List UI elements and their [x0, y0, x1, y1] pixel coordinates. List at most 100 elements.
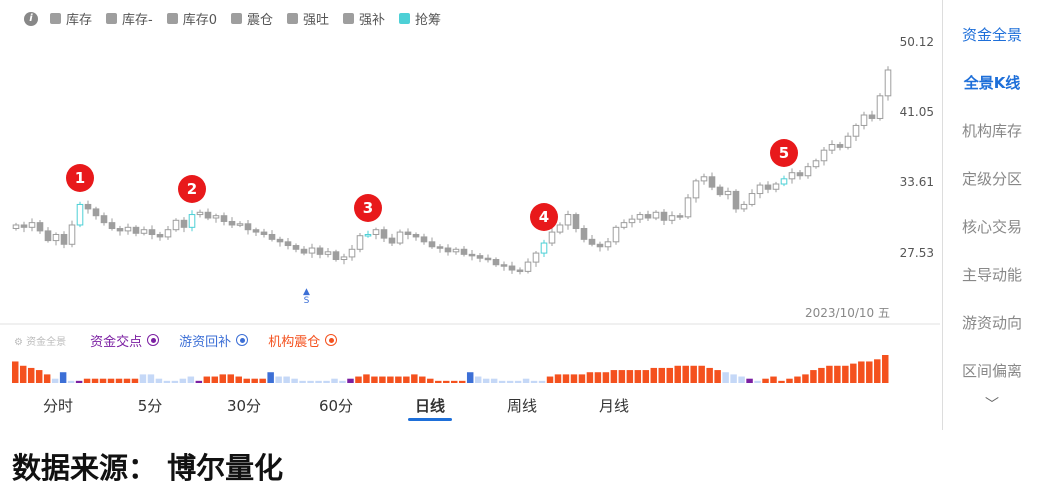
indicator-bar [387, 376, 394, 383]
candle [268, 233, 276, 240]
indicator-bar [323, 380, 330, 383]
indicator-bar [211, 376, 219, 383]
candle [564, 214, 572, 226]
toggle-youzi-huibu[interactable]: 游资回补 [179, 331, 249, 350]
indicator-bar [650, 367, 658, 383]
toggle-jigou-zhencang[interactable]: 机构震仓 [268, 331, 338, 350]
indicator-bar [19, 365, 27, 383]
indicator-bar [139, 374, 147, 383]
legend-item[interactable]: 库存 [50, 9, 92, 28]
candle [780, 178, 788, 185]
indicator-bar [427, 378, 434, 383]
indicator-bar [363, 374, 370, 383]
indicator-bar [626, 370, 634, 383]
toggle-zijin-jiaodian[interactable]: 资金交点 [90, 331, 160, 350]
indicator-bar [331, 378, 338, 383]
candle [420, 236, 428, 243]
sidebar-item[interactable]: 游资动向 [961, 314, 1022, 332]
kline-chart [0, 66, 940, 325]
indicator-bar [722, 372, 729, 383]
indicator-bar [586, 372, 594, 383]
indicator-bar [355, 376, 362, 383]
legend-item[interactable]: 库存- [106, 9, 153, 28]
candle [156, 233, 164, 238]
event-marker[interactable]: 4 [530, 203, 558, 232]
legend-swatch [343, 13, 355, 24]
sidebar-item[interactable]: 区间偏离 [961, 362, 1022, 380]
sidebar-item[interactable]: 机构库存 [961, 122, 1022, 140]
indicator-bar [155, 378, 163, 383]
indicator-bar [786, 378, 793, 383]
candle [316, 247, 324, 255]
event-marker[interactable]: 2 [178, 174, 206, 203]
candle [732, 190, 740, 210]
indicator-bar [67, 380, 75, 383]
indicator-bar [251, 378, 258, 383]
candle [620, 222, 628, 228]
candle [580, 228, 588, 240]
candle [260, 231, 268, 235]
tab-6[interactable]: 月线 [598, 397, 630, 415]
sidebar-item[interactable]: 定级分区 [961, 170, 1022, 188]
event-marker[interactable]: 5 [770, 138, 798, 167]
legend-item[interactable]: 库存0 [166, 9, 217, 28]
indicator-bar [866, 361, 873, 383]
indicator-bar [395, 376, 402, 383]
legend-item[interactable]: 震仓 [231, 9, 273, 28]
legend-item[interactable]: 强补 [343, 9, 385, 28]
indicator-bar [770, 376, 777, 383]
tab-2[interactable]: 30分 [226, 397, 262, 415]
indicator-bar [698, 365, 705, 383]
indicator-bar [738, 376, 745, 383]
indicator-bar [474, 376, 482, 383]
candle [796, 172, 804, 177]
indicator-bar [754, 380, 761, 383]
sidebar-item[interactable]: 核心交易 [961, 218, 1022, 236]
candle [428, 241, 436, 248]
candle [460, 248, 468, 255]
candle [764, 184, 772, 190]
candle [708, 176, 716, 188]
legend-item[interactable]: 抢筹 [399, 9, 441, 28]
candle [476, 255, 484, 259]
indicator-bar [299, 380, 306, 383]
indicator-bar [682, 365, 689, 383]
legend-item[interactable]: 强吐 [287, 9, 329, 28]
info-icon[interactable]: i [24, 11, 38, 26]
tab-5[interactable]: 周线 [506, 397, 538, 415]
candle [60, 233, 68, 245]
candle [788, 172, 796, 180]
event-marker[interactable]: 3 [354, 194, 382, 223]
indicator-bar [115, 378, 123, 383]
indicator-title: ⚙ 资金全景 [14, 337, 67, 348]
tab-0[interactable]: 分时 [42, 397, 74, 415]
candle [76, 203, 84, 226]
indicator-bar [27, 367, 35, 383]
indicator-bar [203, 376, 211, 383]
indicator-bar [187, 376, 195, 383]
candle [812, 160, 820, 168]
candle [644, 214, 652, 219]
candle [852, 124, 860, 137]
tab-4[interactable]: 日线 [414, 397, 446, 415]
indicator-bar [666, 367, 673, 383]
event-marker[interactable]: 1 [66, 164, 94, 193]
indicator-bar [419, 376, 426, 383]
sidebar-item[interactable]: 主导动能 [961, 266, 1022, 284]
candle [748, 193, 756, 205]
indicator-bar [498, 380, 506, 383]
indicator-bar [99, 378, 107, 383]
candle [692, 180, 700, 199]
candle [204, 211, 212, 219]
chevron-down-icon[interactable]: ﹀ [985, 397, 999, 413]
tab-3[interactable]: 60分 [318, 397, 354, 415]
sidebar-item[interactable]: 资金全景 [961, 26, 1022, 44]
indicator-bar [243, 378, 250, 383]
tab-1[interactable]: 5分 [137, 397, 163, 415]
sidebar-item[interactable]: 全景K线 [963, 74, 1021, 92]
indicator-bar [730, 374, 737, 383]
candle [116, 228, 124, 232]
candle [836, 144, 844, 148]
candle [804, 166, 812, 177]
candle [844, 135, 852, 148]
